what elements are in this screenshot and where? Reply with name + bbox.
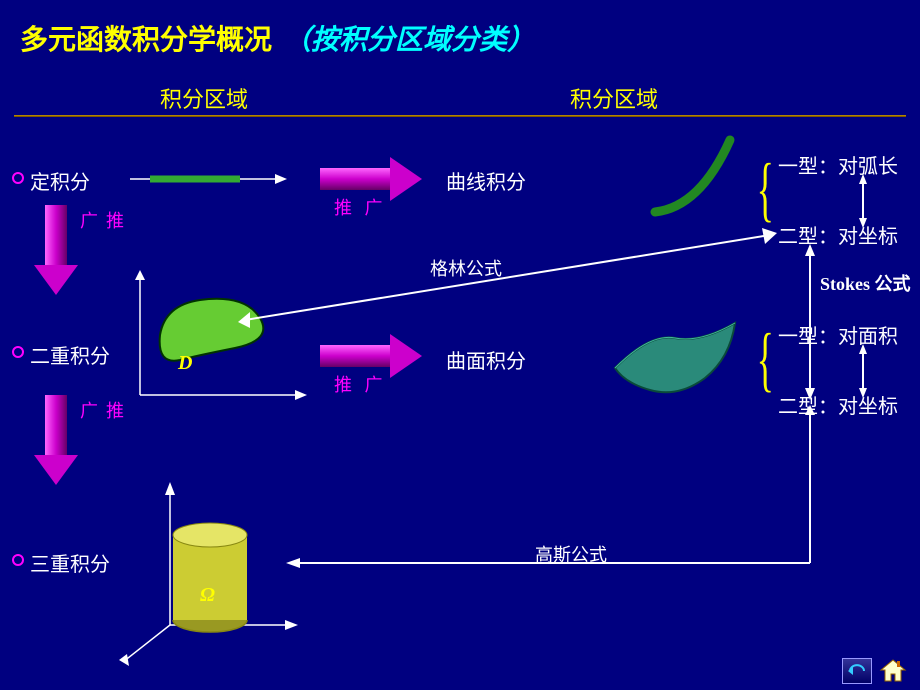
home-icon: [879, 658, 907, 684]
bullet-triple: [12, 554, 24, 566]
tuiguang-label-1: 推 广: [334, 194, 387, 220]
title-sub: （按积分区域分类）: [283, 25, 535, 56]
arrow-gauss-formula: [280, 405, 840, 605]
figure-interval: [125, 164, 295, 194]
type-arc: 一型：对弧长: [778, 150, 898, 179]
node-curve-integral: 曲线积分: [446, 166, 526, 195]
node-definite-integral: 定积分: [30, 166, 90, 195]
region-omega-label: Ω: [200, 584, 215, 607]
back-icon: [847, 663, 867, 679]
tuiguang-label-3: 推 广: [75, 211, 127, 233]
page-title: 多元函数积分学概况 （按积分区域分类）: [20, 18, 535, 58]
region-d-label: D: [178, 352, 192, 375]
brace-curve: {: [757, 148, 774, 231]
arrow-type-pair-1: [855, 172, 875, 236]
bullet-definite: [12, 172, 24, 184]
home-button[interactable]: [878, 658, 908, 684]
label-green: 格林公式: [430, 255, 502, 281]
arrow-stokes: [798, 242, 828, 412]
node-triple-integral: 三重积分: [30, 548, 110, 577]
bullet-double: [12, 346, 24, 358]
node-surface-integral: 曲面积分: [446, 345, 526, 374]
label-stokes: Stokes 公式: [820, 270, 911, 296]
back-button[interactable]: [842, 658, 872, 684]
figure-curve: [640, 132, 750, 227]
type-area: 一型：对面积: [778, 320, 898, 349]
arrow-green-formula: [230, 220, 790, 340]
type-coord-1: 二型：对坐标: [778, 220, 898, 249]
tuiguang-label-2: 推 广: [334, 371, 387, 397]
title-main: 多元函数积分学概况: [20, 25, 272, 56]
tuiguang-label-4: 推 广: [75, 401, 127, 423]
node-double-integral: 二重积分: [30, 340, 110, 369]
header-right: 积分区域: [570, 82, 658, 114]
label-gauss: 高斯公式: [535, 541, 607, 567]
header-divider: [14, 115, 906, 117]
arrow-type-pair-2: [855, 342, 875, 406]
header-left: 积分区域: [160, 82, 248, 114]
